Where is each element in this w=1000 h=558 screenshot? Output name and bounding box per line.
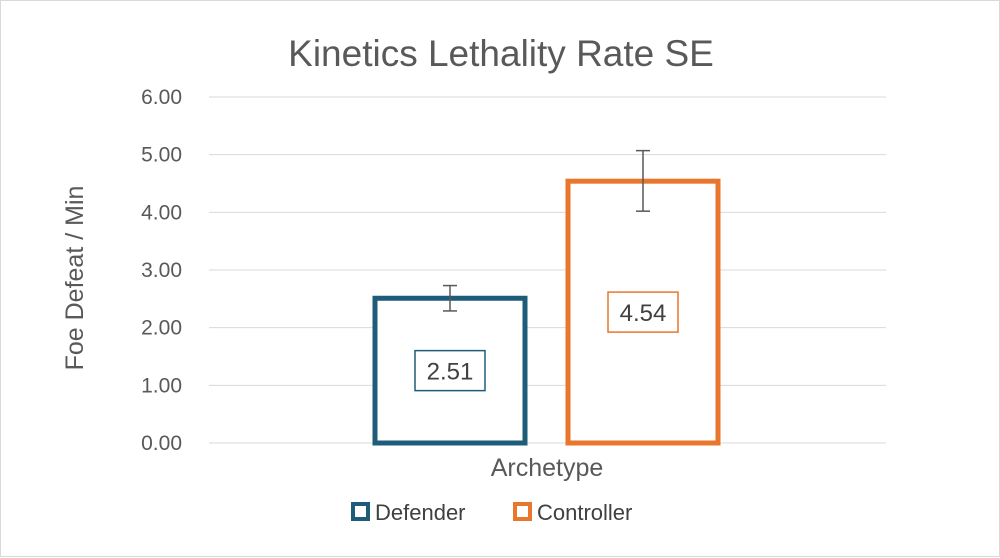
data-label-controller: 4.54 xyxy=(608,292,678,332)
legend-swatch xyxy=(353,504,368,519)
x-axis-label: Archetype xyxy=(491,454,604,482)
y-tick-label: 2.00 xyxy=(141,317,182,340)
gridlines xyxy=(209,97,886,443)
legend-swatch xyxy=(515,504,530,519)
legend-item-controller: Controller xyxy=(515,500,632,525)
data-label-text: 4.54 xyxy=(620,300,667,327)
data-label-text: 2.51 xyxy=(427,359,474,386)
y-tick-label: 5.00 xyxy=(141,144,182,167)
legend: Defender Controller xyxy=(353,500,632,525)
y-axis-ticks: 0.00 1.00 2.00 3.00 4.00 5.00 6.00 xyxy=(141,86,182,455)
y-tick-label: 3.00 xyxy=(141,259,182,282)
legend-item-defender: Defender xyxy=(353,500,466,525)
y-tick-label: 1.00 xyxy=(141,374,182,397)
bars: 2.51 4.54 xyxy=(375,151,718,443)
legend-label: Controller xyxy=(537,500,632,525)
y-tick-label: 0.00 xyxy=(141,432,182,455)
data-label-defender: 2.51 xyxy=(415,351,485,391)
chart-title: Kinetics Lethality Rate SE xyxy=(288,33,714,74)
y-tick-label: 4.00 xyxy=(141,201,182,224)
legend-label: Defender xyxy=(375,500,466,525)
y-axis-label: Foe Defeat / Min xyxy=(61,186,89,371)
y-tick-label: 6.00 xyxy=(141,86,182,109)
